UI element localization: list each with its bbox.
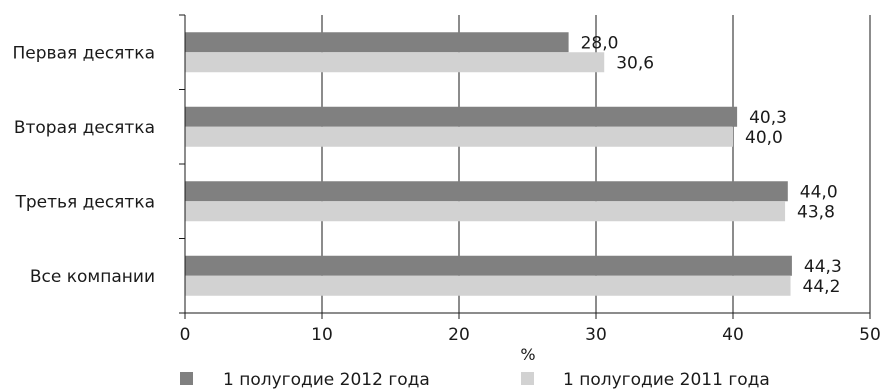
data-labels: 28,030,6 40,340,0 44,043,8 44,344,2 (581, 33, 842, 297)
data-label: 44,3 (804, 257, 842, 277)
data-label: 44,0 (800, 182, 838, 202)
data-label: 44,2 (803, 277, 841, 297)
data-label: 40,3 (749, 108, 787, 128)
legend-label-2011: 1 полугодие 2011 года (563, 370, 770, 390)
bar (185, 255, 792, 276)
x-tick-label: 50 (859, 325, 880, 345)
bar (185, 275, 791, 296)
x-tick-label: 0 (180, 325, 191, 345)
x-tick-label: 10 (311, 325, 333, 345)
category-labels: Первая десятка Вторая десятка Третья десят… (13, 43, 155, 287)
category-label: Третья десятка (14, 192, 155, 212)
category-label: Первая десятка (13, 43, 155, 63)
x-axis-title: % (520, 345, 535, 364)
bar (185, 201, 786, 222)
category-label: Вторая десятка (14, 118, 155, 138)
data-label: 30,6 (616, 53, 654, 73)
legend-swatch-2011 (521, 372, 534, 385)
bars (185, 32, 792, 296)
bar (185, 32, 569, 53)
data-label: 28,0 (581, 33, 619, 53)
legend: 1 полугодие 2012 года 1 полугодие 2011 г… (180, 370, 770, 390)
legend-swatch-2012 (180, 372, 193, 385)
bar (185, 126, 733, 147)
bar (185, 106, 738, 127)
bar (185, 52, 605, 73)
bar (185, 181, 788, 202)
x-tick-label: 20 (448, 325, 470, 345)
axes (179, 14, 871, 319)
x-tick-label: 30 (585, 325, 607, 345)
tick-labels: 0 10 20 30 40 50 (180, 325, 880, 345)
data-label: 43,8 (797, 202, 835, 222)
data-label: 40,0 (745, 128, 783, 148)
x-tick-label: 40 (722, 325, 744, 345)
category-label: Все компании (30, 267, 155, 287)
legend-label-2012: 1 полугодие 2012 года (223, 370, 430, 390)
